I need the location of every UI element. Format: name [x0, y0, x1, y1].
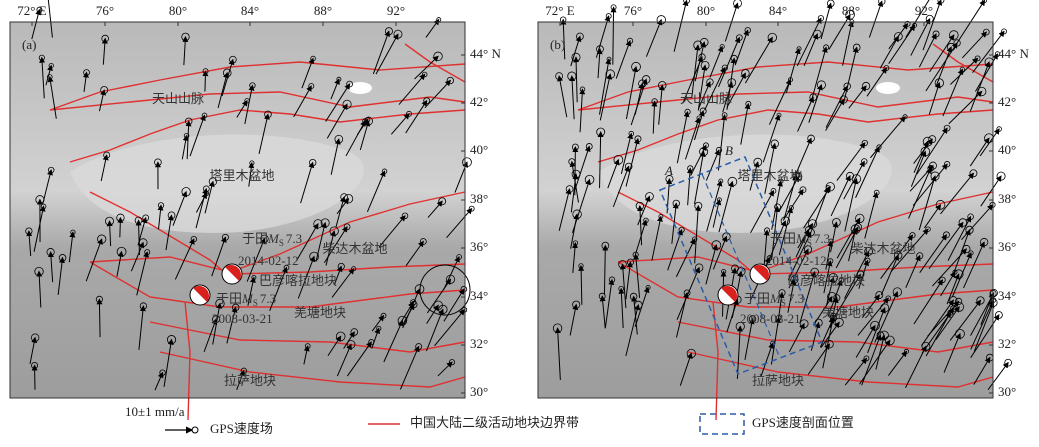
region-label: 拉萨地块	[224, 373, 276, 388]
legend-gps: GPS速度场	[210, 421, 273, 436]
region-label: 巴彦喀拉地块	[259, 273, 337, 288]
right-tick-label: 30°	[470, 384, 488, 399]
right-tick-label: 44° N	[998, 46, 1029, 61]
region-label: 塔里木盆地	[209, 168, 274, 183]
top-tick-label: 76°	[624, 3, 642, 18]
gps-arrow	[120, 218, 121, 238]
snow	[876, 82, 900, 94]
event-magnitude-subscript: S	[279, 238, 284, 248]
top-tick-label: 76°	[96, 3, 114, 18]
event-magnitude-subscript: S	[253, 298, 258, 308]
region-label: 天山山脉	[680, 91, 732, 106]
event-name: 于田	[216, 291, 242, 306]
top-tick-label: 72° E	[545, 3, 574, 18]
right-tick-label: 34°	[998, 288, 1016, 303]
panel-label: (b)	[550, 37, 565, 52]
right-tick-label: 32°	[998, 336, 1016, 351]
right-tick-label: 32°	[470, 336, 488, 351]
event-magnitude: 7.3	[814, 231, 830, 246]
region-label: 塔里木盆地	[737, 168, 802, 183]
gps-arrow	[99, 299, 100, 337]
legend: 10±1 mm/a GPS速度场 中国大陆二级活动地块边界带 GPS速度剖面位置	[125, 404, 854, 436]
top-tick-label: 84°	[241, 3, 259, 18]
region-label: 柴达木盆地	[850, 241, 915, 256]
right-tick-label: 34°	[470, 288, 488, 303]
legend-boundary: 中国大陆二级活动地块边界带	[410, 415, 579, 430]
right-tick-label: 42°	[998, 94, 1016, 109]
event-date: 2014-02-12	[766, 253, 827, 268]
gps-arrow	[205, 71, 206, 91]
gps-error-circle	[469, 206, 474, 211]
right-tick-label: 36°	[470, 239, 488, 254]
panel-label: (a)	[22, 37, 36, 52]
event-magnitude: 7.3	[788, 291, 804, 306]
right-tick-label: 36°	[998, 239, 1016, 254]
event-magnitude: 7.3	[260, 291, 276, 306]
right-tick-label: 44° N	[470, 46, 501, 61]
profile-label: A	[664, 163, 673, 178]
region-label: 巴彦喀拉地块	[787, 273, 865, 288]
snow	[348, 82, 372, 94]
right-tick-label: 40°	[470, 142, 488, 157]
region-label: 天山山脉	[152, 91, 204, 106]
region-label: 柴达木盆地	[322, 241, 387, 256]
right-tick-label: 38°	[470, 191, 488, 206]
gps-error-circle	[995, 312, 1002, 319]
event-date: 2008-03-21	[212, 311, 273, 326]
event-name: 于田	[242, 231, 268, 246]
event-magnitude-subscript: S	[807, 238, 812, 248]
event-name: 于田	[770, 231, 796, 246]
region-label: 羌塘地块	[294, 305, 346, 320]
legend-error-circle	[192, 427, 198, 433]
right-tick-label: 38°	[998, 191, 1016, 206]
event-name: 于田	[744, 291, 770, 306]
event-date: 2008-03-21	[740, 311, 801, 326]
top-tick-label: 88°	[842, 3, 860, 18]
top-tick-label: 80°	[169, 3, 187, 18]
top-tick-label: 80°	[697, 3, 715, 18]
top-tick-label: 72° E	[17, 3, 46, 18]
profile-label: B	[725, 143, 733, 158]
right-tick-label: 42°	[470, 94, 488, 109]
legend-profile: GPS速度剖面位置	[752, 415, 854, 430]
top-tick-label: 92°	[915, 3, 933, 18]
legend-scale: 10±1 mm/a	[125, 404, 185, 419]
gps-error-circle	[606, 14, 611, 19]
gps-error-circle	[1005, 359, 1012, 366]
right-tick-label: 40°	[998, 142, 1016, 157]
event-magnitude-subscript: S	[781, 298, 786, 308]
region-label: 羌塘地块	[822, 305, 874, 320]
event-date: 2014-02-12	[238, 253, 299, 268]
top-tick-label: 88°	[314, 3, 332, 18]
top-tick-label: 84°	[769, 3, 787, 18]
event-magnitude: 7.3	[286, 231, 302, 246]
top-tick-label: 92°	[387, 3, 405, 18]
right-tick-label: 30°	[998, 384, 1016, 399]
region-label: 拉萨地块	[752, 373, 804, 388]
legend-profile-box	[700, 414, 744, 434]
